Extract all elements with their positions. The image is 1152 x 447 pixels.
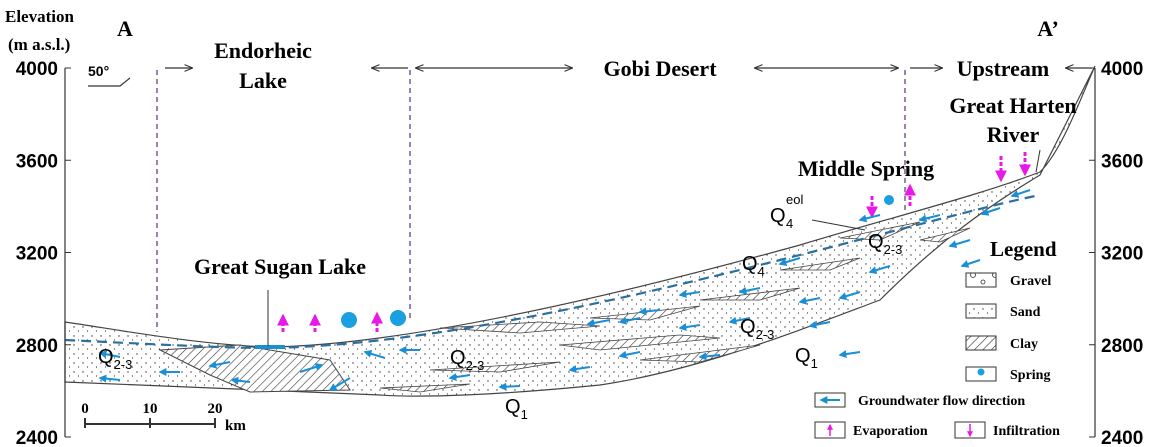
unit-label: Qeol 4 [770, 192, 803, 231]
unit-sub: 4 [758, 264, 765, 279]
flow-arrow [500, 386, 520, 387]
y-tick-label: 2400 [16, 428, 58, 447]
spring [341, 312, 357, 328]
region-label: Upstream [957, 56, 1049, 81]
orientation: 50° [88, 63, 109, 79]
unit-base: Q [770, 205, 786, 227]
region-label: Lake [239, 68, 287, 93]
axis-title: Elevation [5, 7, 74, 26]
cross-section: Elevation (m a.s.l.) 4000 4000 3600 3600 320… [0, 0, 1152, 447]
region-label: Endorheic [214, 38, 312, 63]
unit-base: Q [868, 231, 884, 253]
feature-label: River [987, 122, 1040, 147]
legend-item: Gravel [1010, 274, 1051, 289]
legend-item: Clay [1010, 337, 1038, 352]
legend-item: Sand [1010, 305, 1041, 320]
feature-label: Great Harten [949, 93, 1076, 118]
axis-unit: (m a.s.l.) [8, 35, 70, 54]
scale-label: 0 [81, 401, 89, 417]
y-tick-label: 3200 [16, 244, 58, 265]
legend-title: Legend [990, 237, 1057, 261]
unit-sub: 2-3 [884, 242, 903, 257]
y2-tick-label: 3200 [1101, 244, 1143, 265]
y2-tick-label: 4000 [1101, 59, 1143, 80]
unit-base: Q [740, 316, 756, 338]
y2-tick-label: 3600 [1101, 151, 1143, 172]
unit-sub: 4 [786, 216, 793, 231]
feature-label: Great Sugan Lake [194, 254, 366, 279]
legend-swatch [966, 304, 996, 318]
legend-swatch [966, 273, 996, 287]
unit-base: Q [450, 347, 466, 369]
y-tick-label: 4000 [16, 59, 58, 80]
leader [812, 220, 865, 230]
spring [884, 195, 894, 205]
section-start: A [117, 16, 133, 41]
leader [1036, 150, 1040, 172]
orientation-arrow [88, 78, 130, 86]
unit-base: Q [98, 346, 114, 368]
section-end: A’ [1037, 16, 1059, 41]
flow-arrow [860, 215, 880, 220]
legend-item: Infiltration [993, 424, 1060, 439]
page: {"axis": {"title": "Elevation", "unit": … [0, 0, 1152, 447]
unit-sub: 2-3 [114, 357, 133, 372]
legend-item: Spring [1010, 368, 1050, 383]
legend-item: Evaporation [853, 424, 928, 439]
flow-arrow [950, 240, 970, 246]
unit-sub: 1 [811, 356, 818, 371]
unit-sup: eol [786, 192, 803, 207]
scale-unit: km [225, 418, 246, 434]
unit-sub: 1 [521, 407, 528, 422]
spring [390, 310, 406, 326]
legend-spring [978, 369, 985, 376]
scale-label: 10 [143, 401, 158, 417]
region-label: Gobi Desert [603, 56, 717, 81]
y-tick-label: 2800 [16, 336, 58, 357]
y2-tick-label: 2400 [1101, 428, 1143, 447]
legend-swatch [966, 336, 996, 350]
unit-sub: 2-3 [756, 327, 775, 342]
legend-item: Groundwater flow direction [858, 394, 1025, 409]
y2-tick-label: 2800 [1101, 336, 1143, 357]
unit-label: Q1 [795, 345, 818, 371]
flow-arrow [962, 260, 980, 266]
unit-base: Q [795, 345, 811, 367]
flow-arrow [840, 352, 860, 355]
unit-label: Q1 [505, 396, 528, 422]
unit-base: Q [505, 396, 521, 418]
unit-base: Q [742, 253, 758, 275]
scale-label: 20 [208, 401, 223, 417]
y-tick-label: 3600 [16, 151, 58, 172]
feature-label: Middle Spring [798, 156, 934, 181]
unit-sub: 2-3 [466, 358, 485, 373]
